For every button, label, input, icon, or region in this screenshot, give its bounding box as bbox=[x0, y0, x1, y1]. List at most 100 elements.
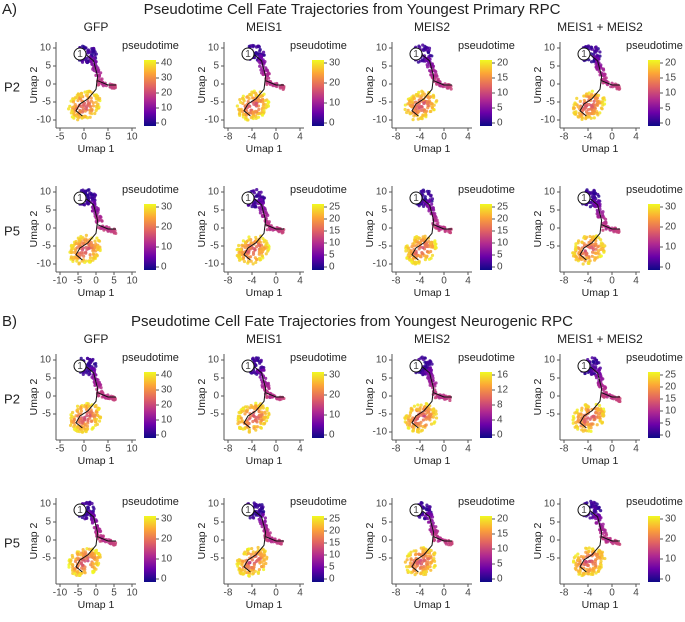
row-label: P5 bbox=[4, 535, 20, 550]
cell-point bbox=[262, 559, 266, 563]
cell-point bbox=[590, 236, 595, 240]
cell-point bbox=[83, 260, 87, 264]
legend-title: pseudotime bbox=[122, 352, 179, 364]
cell-point bbox=[86, 188, 90, 192]
y-axis-label: Umap 2 bbox=[532, 378, 544, 415]
cell-point bbox=[596, 100, 600, 104]
cell-point bbox=[251, 356, 255, 360]
cell-point bbox=[98, 529, 103, 533]
cell-point bbox=[430, 253, 435, 258]
cell-point bbox=[584, 117, 588, 121]
colorbar-tick-label: 25 bbox=[665, 370, 677, 381]
cell-point bbox=[91, 101, 95, 105]
cell-point bbox=[422, 101, 426, 106]
cell-point bbox=[599, 243, 603, 247]
colorbar-tick-label: 10 bbox=[665, 242, 677, 253]
cell-point bbox=[246, 100, 250, 104]
cell-point bbox=[592, 109, 596, 113]
cell-point bbox=[91, 50, 95, 54]
y-tick-label: 5 bbox=[549, 205, 555, 216]
cell-point bbox=[575, 96, 579, 100]
cell-point bbox=[590, 560, 594, 564]
cell-point bbox=[411, 118, 415, 122]
cell-point bbox=[245, 95, 249, 99]
x-tick-label: 0 bbox=[609, 276, 615, 287]
cell-point bbox=[98, 539, 102, 543]
cell-point bbox=[260, 418, 264, 422]
cell-point bbox=[586, 416, 590, 420]
legend-title: pseudotime bbox=[458, 40, 515, 52]
cell-point bbox=[67, 107, 71, 111]
cell-point bbox=[86, 427, 90, 431]
cell-point bbox=[91, 426, 95, 430]
cell-point bbox=[604, 533, 609, 537]
cell-point bbox=[428, 199, 432, 203]
cell-point bbox=[429, 555, 433, 559]
trajectory bbox=[265, 536, 284, 542]
cell-point bbox=[404, 414, 408, 418]
cell-point bbox=[81, 552, 85, 556]
colorbar-tick-label: 0 bbox=[497, 430, 503, 441]
y-tick-label: 0 bbox=[381, 223, 387, 234]
cell-point bbox=[83, 46, 87, 50]
cell-point bbox=[256, 370, 260, 374]
cell-point bbox=[415, 561, 419, 565]
y-tick-label: 5 bbox=[45, 517, 51, 528]
y-axis-label: Umap 2 bbox=[532, 522, 544, 559]
cell-point bbox=[92, 93, 97, 97]
cell-point bbox=[249, 552, 253, 556]
colorbar-tick-label: 30 bbox=[329, 370, 341, 381]
y-axis-label: Umap 2 bbox=[364, 210, 376, 247]
cell-point bbox=[247, 561, 251, 565]
cell-point bbox=[85, 424, 89, 428]
cell-point bbox=[91, 505, 95, 509]
cell-point bbox=[71, 100, 76, 104]
cell-point bbox=[81, 106, 85, 110]
cell-point bbox=[598, 550, 602, 554]
cell-point bbox=[261, 50, 266, 54]
cell-point bbox=[95, 551, 99, 555]
cell-point bbox=[601, 68, 606, 72]
cell-point bbox=[85, 369, 89, 373]
cell-point bbox=[254, 404, 258, 409]
cell-point bbox=[85, 247, 89, 251]
cell-point bbox=[436, 221, 440, 225]
cell-point bbox=[89, 96, 93, 100]
cell-point bbox=[583, 420, 587, 424]
cell-point bbox=[410, 260, 414, 264]
cell-point bbox=[407, 426, 411, 430]
colorbar-tick-label: 10 bbox=[161, 415, 173, 426]
cell-point bbox=[252, 359, 257, 364]
x-tick-label: 0 bbox=[273, 588, 279, 599]
x-tick-label: 4 bbox=[465, 132, 471, 143]
cell-point bbox=[240, 420, 244, 424]
cell-point bbox=[425, 503, 429, 507]
x-tick-label: 0 bbox=[609, 444, 615, 455]
cell-point bbox=[80, 60, 85, 64]
column-header: MEIS2 bbox=[414, 20, 450, 34]
x-tick-label: 4 bbox=[633, 132, 639, 143]
column-header: MEIS1 bbox=[246, 332, 282, 346]
cell-point bbox=[254, 91, 258, 95]
cell-point bbox=[412, 549, 416, 553]
cell-point bbox=[575, 408, 579, 412]
y-tick-label: 0 bbox=[381, 391, 387, 402]
cell-point bbox=[423, 113, 427, 117]
colorbar-tick-label: 10 bbox=[329, 98, 341, 109]
cell-point bbox=[586, 408, 590, 412]
colorbar-tick-label: 10 bbox=[497, 88, 509, 99]
x-tick-label: 5 bbox=[105, 132, 111, 143]
cell-point bbox=[591, 572, 595, 576]
cell-point bbox=[253, 109, 258, 113]
cell-point bbox=[80, 427, 84, 432]
cell-point bbox=[613, 228, 617, 232]
cell-point bbox=[586, 563, 590, 568]
cell-point bbox=[264, 561, 268, 566]
colorbar bbox=[480, 372, 492, 438]
cell-point bbox=[595, 556, 599, 561]
cell-point bbox=[75, 404, 80, 408]
y-tick-label: -5 bbox=[210, 553, 219, 564]
colorbar-tick-label: 5 bbox=[665, 418, 671, 429]
